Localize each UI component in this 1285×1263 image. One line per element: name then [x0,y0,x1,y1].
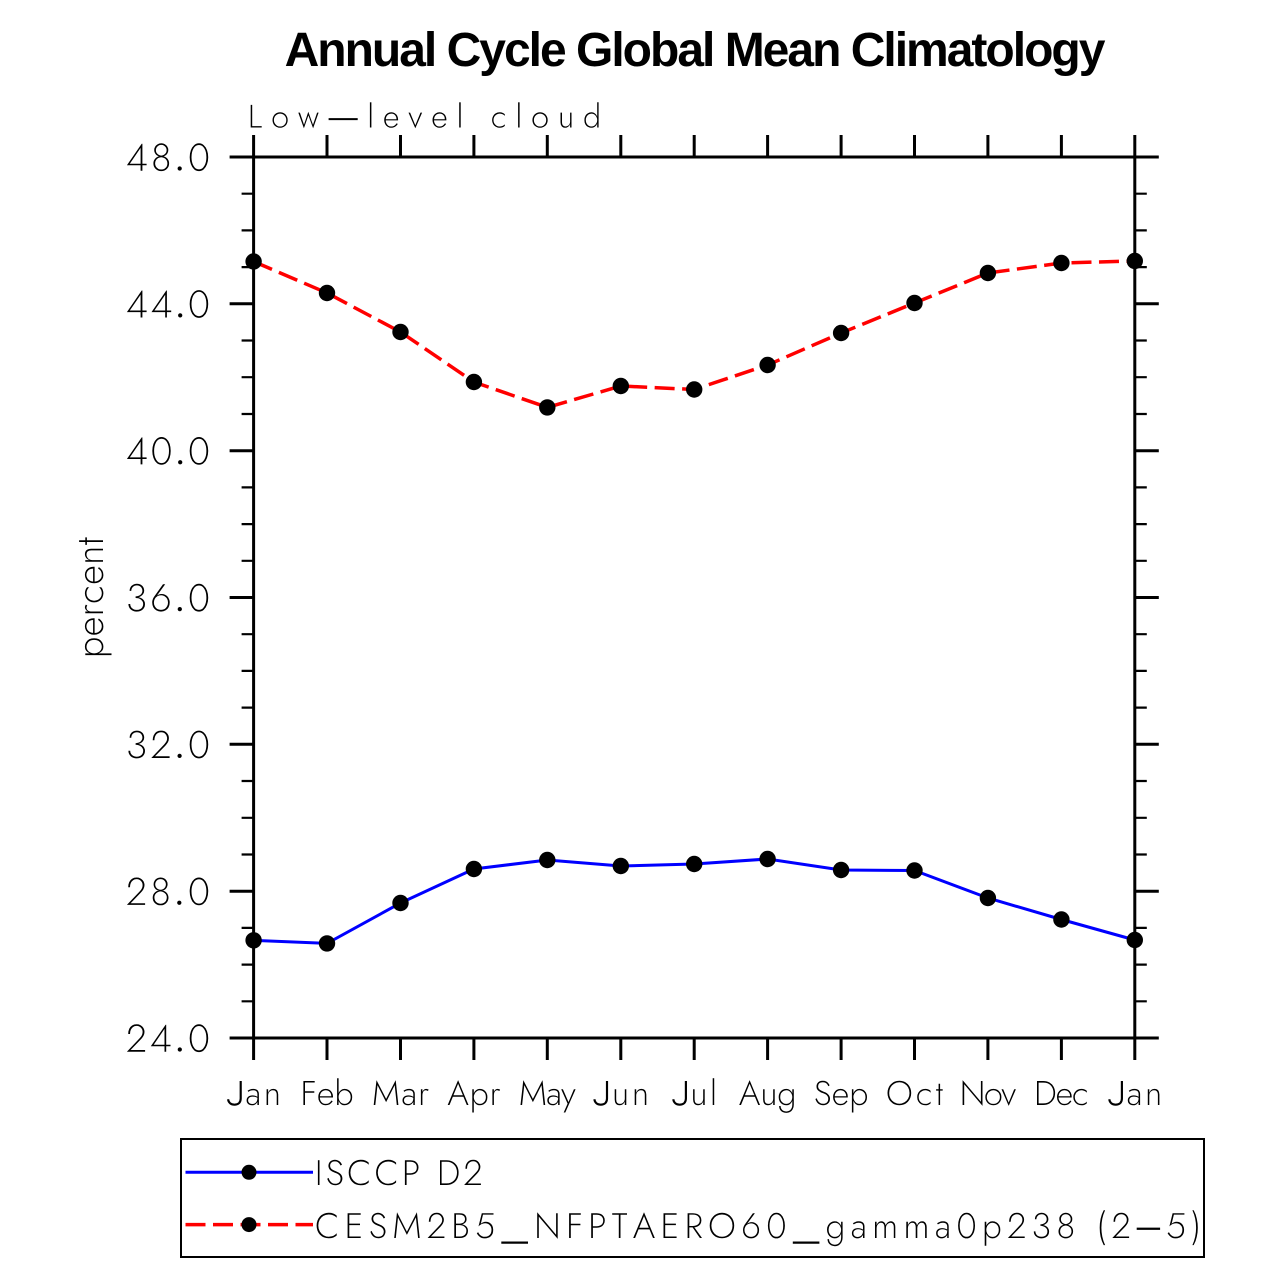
svg-text:Annual Cycle Global Mean Clima: Annual Cycle Global Mean Climatology [285,24,1106,77]
